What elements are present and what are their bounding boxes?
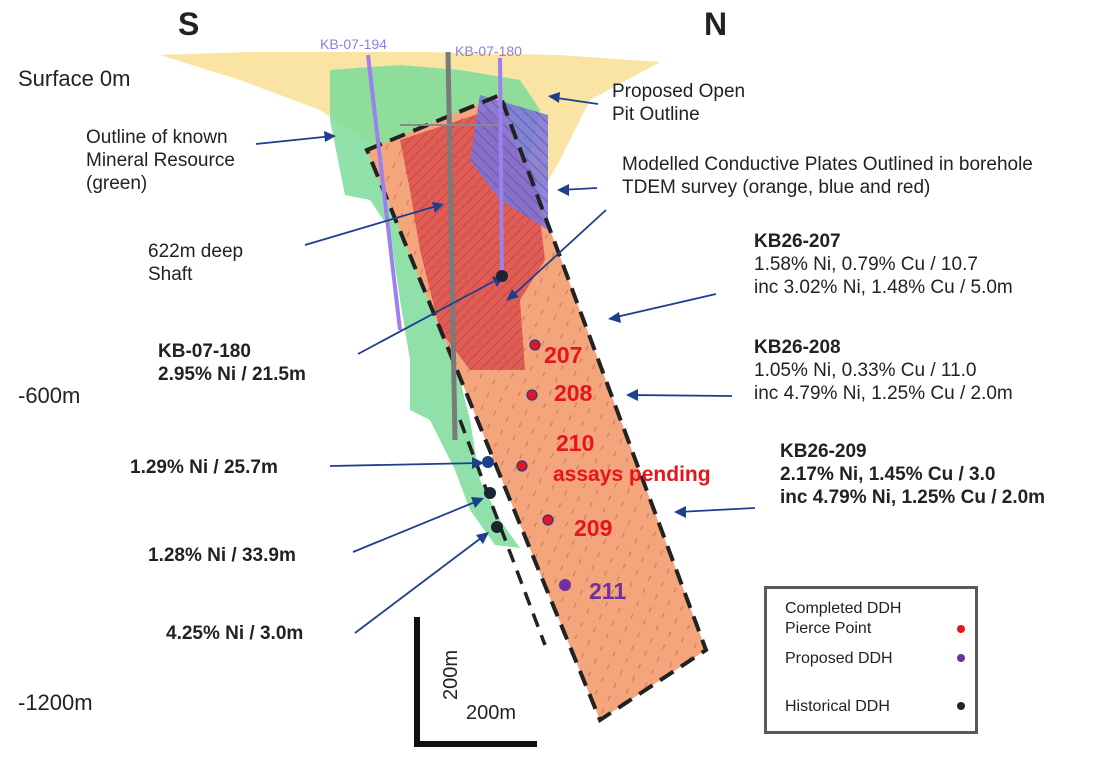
pierce-point-210	[516, 460, 528, 472]
conductive-plates-label-line: Modelled Conductive Plates Outlined in b…	[622, 154, 1033, 175]
kb26-208-results: KB26-208 1.05% Ni, 0.33% Cu / 11.0 inc 4…	[754, 336, 1013, 405]
legend-completed-label: Completed DDH Pierce Point	[785, 599, 901, 639]
mineral-resource-label-line: Outline of known	[86, 127, 228, 148]
arrowhead	[506, 289, 519, 301]
open-pit-label-line: Proposed Open	[612, 81, 746, 102]
proposed-label-211: 211	[589, 578, 627, 604]
scale-vertical-label: 200m	[440, 649, 462, 700]
kb26-208-line: inc 4.79% Ni, 1.25% Cu / 2.0m	[754, 383, 1013, 404]
pierce-point-207	[529, 339, 541, 351]
pierce-label-208: 208	[554, 380, 593, 406]
depth-1200: -1200m	[18, 690, 93, 715]
arrowhead	[608, 312, 621, 323]
arrow-kb26-208	[629, 394, 733, 397]
kb26-207-title: KB26-207	[754, 231, 841, 252]
drillhole-kb-07-180-label: KB-07-180	[455, 43, 522, 59]
arrow-hit-2	[352, 499, 481, 553]
pierce-label-209: 209	[574, 515, 613, 541]
legend-completed-line: Pierce Point	[785, 620, 872, 637]
kb26-208-line: 1.05% Ni, 0.33% Cu / 11.0	[754, 360, 977, 381]
legend-historical-dot	[957, 702, 965, 710]
scale-horizontal-label: 200m	[466, 702, 517, 724]
shaft-label-line: Shaft	[148, 264, 193, 285]
historical-intercept-1: 1.29% Ni / 25.7m	[130, 457, 278, 478]
kb26-209-results: KB26-209 2.17% Ni, 1.45% Cu / 3.0 inc 4.…	[780, 440, 1112, 509]
depth-600: -600m	[18, 383, 81, 408]
historical-intercept-2: 1.28% Ni / 33.9m	[148, 545, 296, 566]
arrowhead	[674, 506, 686, 518]
legend-proposed-dot	[957, 654, 965, 662]
depth-surface: Surface 0m	[18, 66, 131, 91]
arrowhead	[472, 457, 484, 469]
arrowhead	[476, 532, 489, 544]
arrowhead	[557, 184, 569, 196]
historical-point-2	[484, 487, 496, 499]
pierce-label-210: 210	[556, 430, 595, 456]
drillhole-kb-07-194-label: KB-07-194	[320, 36, 387, 52]
legend-proposed-label: Proposed DDH	[785, 650, 893, 667]
arrow-kb26-207	[611, 293, 717, 319]
arrow-plate-red	[509, 209, 607, 299]
legend-completed-line: Completed DDH	[785, 600, 902, 617]
arrow-hit-3	[354, 534, 486, 634]
kb26-209-line: 2.17% Ni, 1.45% Cu / 3.0	[780, 464, 996, 485]
proposed-point-211	[559, 579, 571, 591]
arrow-kb26-209	[677, 507, 756, 513]
open-pit-label-line: Pit Outline	[612, 104, 700, 125]
historical-intercept-3: 4.25% Ni / 3.0m	[166, 623, 304, 644]
arrowhead	[324, 131, 336, 142]
legend-historical-label: Historical DDH	[785, 698, 890, 715]
kb07-180-label: KB-07-180 2.95% Ni / 21.5m	[158, 340, 306, 386]
drillhole-kb-07-194-trace	[366, 54, 402, 331]
kb26-207-results: KB26-207 1.58% Ni, 0.79% Cu / 10.7 inc 3…	[754, 230, 1013, 299]
kb26-208-title: KB26-208	[754, 337, 841, 358]
kb07-180-result: 2.95% Ni / 21.5m	[158, 364, 306, 385]
kb07-180-title: KB-07-180	[158, 341, 251, 362]
pierce-label-207: 207	[544, 342, 583, 368]
arrowhead	[548, 92, 560, 103]
arrowhead	[432, 202, 444, 213]
blue-plate-hatching	[470, 95, 548, 230]
shaft	[445, 51, 458, 441]
mineral-resource-label: Outline of known Mineral Resource (green…	[86, 126, 235, 195]
kb26-209-line: inc 4.79% Ni, 1.25% Cu / 2.0m	[780, 487, 1046, 508]
arrowhead	[626, 389, 638, 401]
scale-bar	[414, 617, 537, 747]
pierce-point-208	[526, 389, 538, 401]
kb26-207-line: 1.58% Ni, 0.79% Cu / 10.7	[754, 254, 978, 275]
kb26-209-title: KB26-209	[780, 441, 867, 462]
direction-south: S	[178, 6, 200, 42]
kb26-207-line: inc 3.02% Ni, 1.48% Cu / 5.0m	[754, 277, 1013, 298]
legend-completed-dot	[957, 625, 965, 633]
shaft-label-line: 622m deep	[148, 241, 244, 262]
open-pit-label: Proposed Open Pit Outline	[612, 80, 745, 126]
arrow-hit-1	[329, 462, 481, 467]
historical-point-kb07-180	[496, 270, 508, 282]
assays-pending-label: assays pending	[553, 463, 711, 486]
historical-point-3	[491, 521, 503, 533]
legend: Completed DDH Pierce Point Proposed DDH …	[764, 586, 978, 734]
direction-north: N	[704, 6, 728, 42]
mineral-resource-label-line: (green)	[86, 173, 148, 194]
mineral-resource-label-line: Mineral Resource	[86, 150, 235, 171]
drillhole-kb-07-180-trace	[498, 57, 504, 281]
arrow-kb07-180	[357, 277, 501, 355]
arrow-resource	[255, 135, 334, 145]
conductive-plates-label-line: TDEM survey (orange, blue and red)	[622, 177, 931, 198]
conductive-plates-label: Modelled Conductive Plates Outlined in b…	[622, 153, 1112, 199]
shaft-label: 622m deep Shaft	[148, 240, 243, 286]
plate-dashed-outline	[364, 92, 709, 724]
inner-dashed-line	[458, 419, 547, 646]
arrow-shaft	[304, 204, 441, 246]
pierce-point-209	[542, 514, 554, 526]
historical-point-1	[482, 456, 494, 468]
arrowhead	[471, 497, 484, 508]
